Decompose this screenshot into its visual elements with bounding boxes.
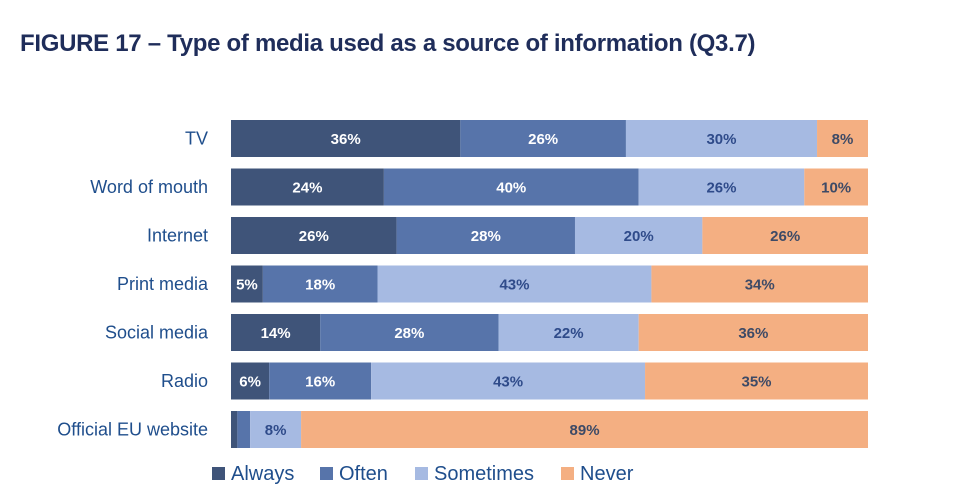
bar-segment-sometimes (377, 265, 652, 303)
data-label: 28% (394, 325, 424, 342)
data-label: 26% (528, 131, 558, 148)
bar-segment-sometimes (574, 217, 703, 254)
category-label: Social media (105, 323, 209, 343)
data-label: 43% (499, 277, 529, 294)
bar-segment-never (702, 217, 868, 254)
data-label: 26% (299, 228, 329, 245)
bar-segment-never (817, 120, 868, 157)
bar-segment-always (231, 411, 238, 448)
bar-segment-sometimes (250, 411, 302, 448)
legend: Always Often Sometimes Never (212, 463, 634, 485)
data-label: 14% (261, 325, 291, 342)
data-label: 40% (496, 180, 526, 197)
legend-label: Sometimes (434, 463, 534, 485)
data-label: 36% (738, 325, 768, 342)
category-axis-labels: TV Word of mouth Internet Print media Social… (57, 129, 209, 440)
category-label: Official EU website (57, 420, 208, 440)
bar-segment-never (301, 411, 868, 448)
data-label: 18% (305, 277, 335, 294)
data-label: 26% (770, 228, 800, 245)
bar-segment-always (231, 314, 321, 351)
bar-segment-often (383, 168, 639, 206)
bar-segment-sometimes (371, 362, 646, 400)
bar-segment-never (804, 168, 868, 206)
bar-segment-never (651, 265, 868, 303)
bar-segment-often (269, 362, 372, 400)
data-label: 6% (239, 374, 261, 391)
data-label: 35% (742, 374, 772, 391)
data-label: 22% (554, 325, 584, 342)
bar-segment-sometimes (638, 168, 805, 206)
bar-segment-always (231, 265, 263, 303)
data-label: 5% (236, 277, 258, 294)
data-label: 24% (292, 180, 322, 197)
data-label: 28% (471, 228, 501, 245)
data-label: 16% (305, 374, 335, 391)
category-label: Print media (117, 274, 209, 294)
data-label: 89% (570, 422, 600, 439)
legend-swatch (320, 467, 333, 480)
legend-label: Often (339, 463, 388, 485)
legend-swatch (561, 467, 574, 480)
data-labels: 36% 26% 30% 8% 24% 40% 26% 10% 26% 28% 20% 26% 5% 18%… (236, 131, 853, 439)
bar-segment-always (231, 217, 397, 254)
data-label: 8% (832, 131, 854, 148)
legend-item-sometimes: Sometimes (415, 463, 534, 485)
legend-label: Always (231, 463, 294, 485)
bar-segment-always (231, 362, 270, 400)
legend-swatch (212, 467, 225, 480)
data-label: 10% (821, 180, 851, 197)
bar-segment-never (645, 362, 868, 400)
chart-title: FIGURE 17 – Type of media used as a sour… (20, 30, 756, 57)
data-label: 36% (331, 131, 361, 148)
legend-item-always: Always (212, 463, 294, 485)
data-label: 30% (706, 131, 736, 148)
category-label: TV (185, 129, 208, 149)
category-label: Internet (147, 226, 208, 246)
data-label: 34% (745, 277, 775, 294)
bar-segment-often (460, 120, 626, 157)
data-label: 26% (706, 180, 736, 197)
category-label: Word of mouth (90, 177, 208, 197)
legend-item-often: Often (320, 463, 388, 485)
data-label: 20% (624, 228, 654, 245)
bar-segment-sometimes (498, 314, 639, 351)
data-label: 8% (265, 422, 287, 439)
legend-swatch (415, 467, 428, 480)
bar-segment-never (638, 314, 868, 351)
category-label: Radio (161, 371, 208, 391)
bar-segments (231, 120, 868, 448)
bar-segment-always (231, 120, 461, 157)
bar-segment-often (396, 217, 575, 254)
bar-segment-always (231, 168, 384, 206)
legend-label: Never (580, 463, 634, 485)
bar-segment-often (262, 265, 378, 303)
bar-segment-sometimes (625, 120, 818, 157)
data-label: 43% (493, 374, 523, 391)
bar-segment-often (237, 411, 251, 448)
bar-segment-often (320, 314, 499, 351)
legend-item-never: Never (561, 463, 634, 485)
